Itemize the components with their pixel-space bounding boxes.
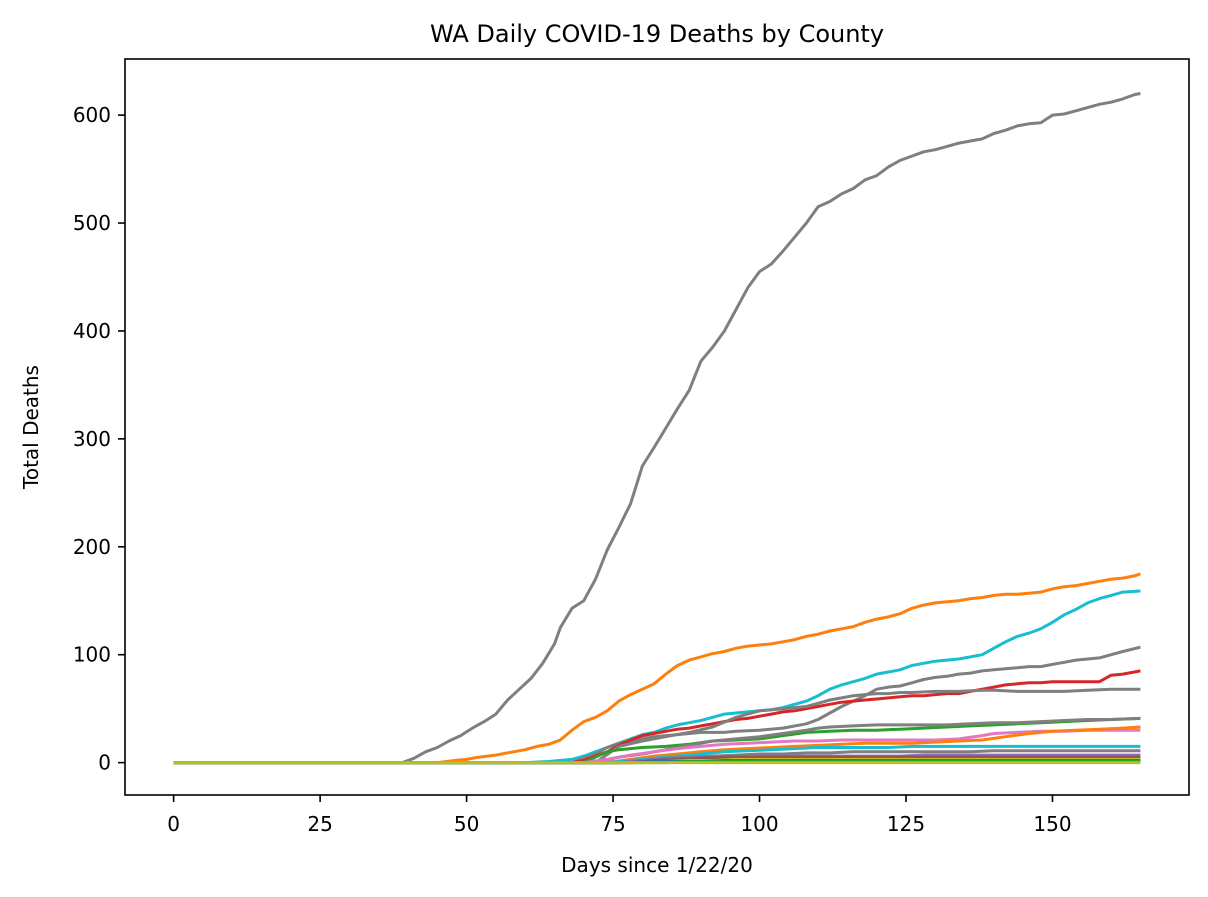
series-line-6 bbox=[173, 687, 1141, 765]
y-tick-label: 300 bbox=[73, 427, 111, 451]
x-axis-label: Days since 1/22/20 bbox=[561, 853, 753, 877]
chart-title: WA Daily COVID-19 Deaths by County bbox=[430, 20, 884, 48]
series-line-11 bbox=[173, 744, 1141, 765]
y-tick-label: 0 bbox=[98, 751, 111, 775]
y-axis-label: Total Deaths bbox=[19, 365, 43, 490]
y-tick-label: 500 bbox=[73, 211, 111, 235]
series-layer bbox=[173, 92, 1141, 765]
series-line-5 bbox=[173, 669, 1141, 765]
series-line-14 bbox=[173, 755, 1141, 765]
x-tick-label: 25 bbox=[307, 812, 332, 836]
x-axis: 0 25 50 75 100 125 150 bbox=[167, 795, 1072, 836]
x-tick-label: 0 bbox=[167, 812, 180, 836]
y-tick-label: 400 bbox=[73, 319, 111, 343]
y-axis: 0 100 200 300 400 500 600 bbox=[73, 103, 125, 775]
x-tick-label: 150 bbox=[1033, 812, 1071, 836]
x-tick-label: 50 bbox=[454, 812, 479, 836]
series-line-2 bbox=[173, 572, 1141, 765]
series-line-1 bbox=[173, 92, 1141, 765]
y-tick-label: 200 bbox=[73, 535, 111, 559]
x-tick-label: 75 bbox=[600, 812, 625, 836]
x-tick-label: 125 bbox=[887, 812, 925, 836]
plot-frame bbox=[124, 58, 1190, 796]
series-line-4 bbox=[173, 645, 1141, 765]
x-tick-label: 100 bbox=[740, 812, 778, 836]
series-line-10 bbox=[173, 725, 1141, 765]
y-tick-label: 100 bbox=[73, 643, 111, 667]
y-tick-label: 600 bbox=[73, 103, 111, 127]
